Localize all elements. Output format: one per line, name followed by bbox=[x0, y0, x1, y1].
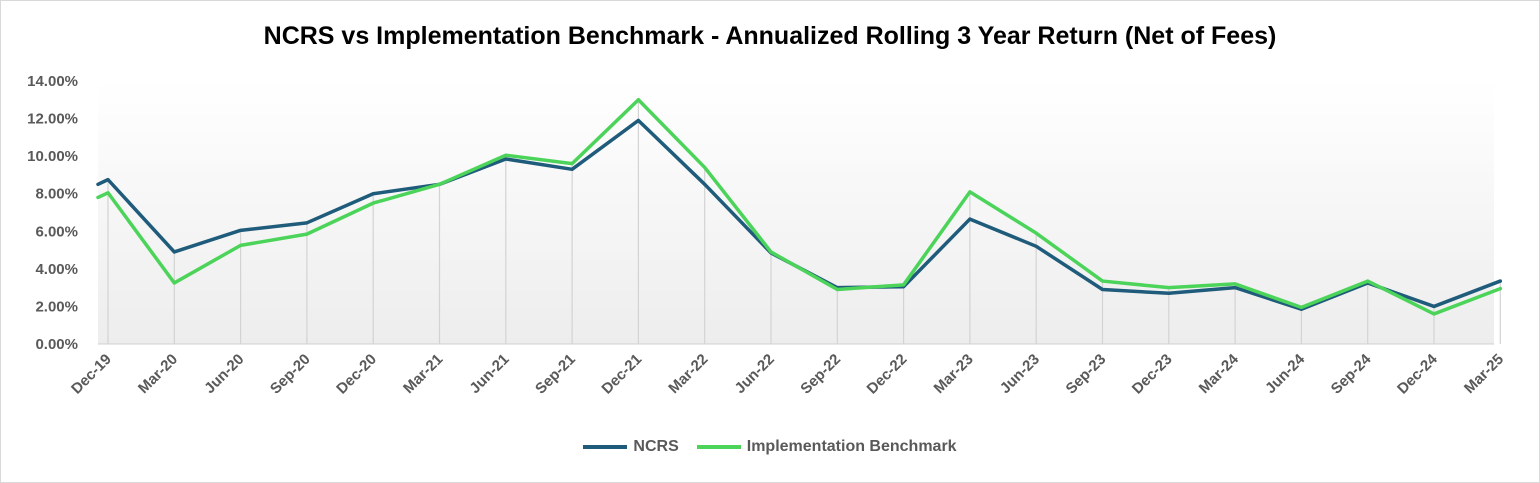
y-tick-label: 8.00% bbox=[35, 186, 78, 203]
y-tick-label: 12.00% bbox=[27, 111, 78, 128]
data-point bbox=[106, 178, 110, 182]
data-point bbox=[1366, 279, 1370, 283]
y-tick-label: 10.00% bbox=[27, 148, 78, 165]
legend-swatch-benchmark bbox=[696, 445, 741, 449]
x-tick-label: Dec-24 bbox=[1394, 350, 1441, 397]
data-point bbox=[1101, 288, 1104, 292]
y-tick-label: 14.00% bbox=[27, 73, 78, 90]
x-tick-label: Dec-19 bbox=[68, 351, 115, 398]
legend-item-benchmark: Implementation Benchmark bbox=[696, 438, 957, 456]
legend-item-ncrs: NCRS bbox=[583, 438, 679, 456]
data-point bbox=[902, 283, 906, 287]
x-tick-label: Mar-20 bbox=[135, 351, 181, 397]
legend-swatch-ncrs bbox=[583, 445, 628, 449]
data-point bbox=[305, 221, 309, 225]
x-tick-label: Jun-20 bbox=[201, 351, 247, 397]
x-tick-label: Mar-21 bbox=[400, 351, 446, 397]
data-point bbox=[172, 281, 176, 285]
x-tick-label: Sep-23 bbox=[1063, 351, 1110, 398]
y-tick-label: 0.00% bbox=[35, 336, 78, 353]
x-tick-label: Jun-23 bbox=[997, 351, 1043, 397]
data-point bbox=[239, 228, 243, 232]
data-point bbox=[504, 157, 508, 161]
x-tick-label: Jun-22 bbox=[732, 351, 778, 397]
x-tick-label: Mar-22 bbox=[665, 351, 711, 397]
data-point bbox=[1498, 279, 1502, 283]
data-point bbox=[968, 190, 972, 194]
x-tick-label: Sep-24 bbox=[1328, 350, 1375, 397]
data-point bbox=[1167, 286, 1171, 290]
x-tick-label: Jun-24 bbox=[1262, 350, 1309, 397]
data-point bbox=[504, 153, 508, 157]
x-tick-label: Sep-20 bbox=[267, 351, 314, 398]
data-point bbox=[636, 118, 640, 122]
data-point bbox=[305, 232, 309, 236]
data-point bbox=[106, 191, 110, 195]
data-point bbox=[636, 98, 640, 102]
legend-label-ncrs: NCRS bbox=[633, 438, 679, 455]
data-point bbox=[1034, 244, 1038, 248]
data-point bbox=[570, 167, 574, 171]
data-point bbox=[1299, 305, 1303, 309]
x-tick-label: Jun-21 bbox=[466, 351, 512, 397]
data-point bbox=[371, 201, 375, 205]
data-point bbox=[703, 182, 707, 186]
data-point bbox=[968, 217, 972, 221]
y-tick-label: 4.00% bbox=[35, 261, 78, 278]
data-point bbox=[835, 288, 839, 292]
data-point bbox=[1432, 312, 1436, 316]
x-tick-label: Sep-21 bbox=[532, 351, 579, 398]
data-point bbox=[1167, 291, 1171, 295]
data-point bbox=[1034, 231, 1038, 235]
x-tick-label: Dec-20 bbox=[333, 351, 380, 398]
data-point bbox=[1233, 286, 1237, 290]
data-point bbox=[570, 162, 574, 166]
data-point bbox=[239, 243, 243, 247]
chart-title: NCRS vs Implementation Benchmark - Annua… bbox=[263, 22, 1277, 50]
data-point bbox=[703, 165, 707, 169]
legend: NCRS Implementation Benchmark bbox=[0, 438, 1540, 456]
data-point bbox=[1432, 304, 1436, 308]
legend-label-benchmark: Implementation Benchmark bbox=[746, 438, 957, 455]
data-point bbox=[769, 250, 773, 254]
data-point bbox=[438, 182, 441, 186]
x-tick-label: Dec-23 bbox=[1129, 351, 1176, 398]
x-tick-label: Mar-25 bbox=[1461, 351, 1507, 397]
x-tick-label: Mar-24 bbox=[1196, 350, 1243, 397]
data-point bbox=[172, 250, 176, 254]
x-tick-label: Dec-22 bbox=[864, 351, 911, 398]
data-point bbox=[1101, 279, 1104, 283]
y-tick-label: 6.00% bbox=[35, 223, 78, 240]
x-tick-label: Sep-22 bbox=[797, 351, 844, 398]
x-tick-label: Mar-23 bbox=[931, 351, 977, 397]
data-point bbox=[1233, 282, 1237, 286]
x-tick-label: Dec-21 bbox=[598, 351, 645, 398]
data-point bbox=[371, 192, 375, 196]
data-point bbox=[1498, 287, 1502, 291]
y-tick-label: 2.00% bbox=[35, 298, 78, 315]
